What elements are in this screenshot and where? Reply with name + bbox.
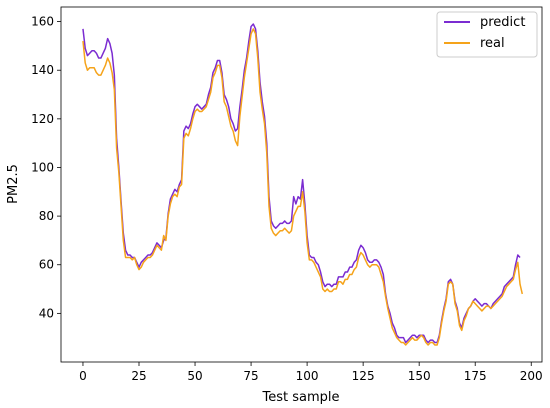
- x-tick-label: 150: [408, 369, 431, 383]
- x-tick-label: 125: [352, 369, 375, 383]
- x-axis-ticks: 0 25 50 75 100 125 150 175 200: [79, 362, 543, 383]
- x-tick-label: 75: [243, 369, 258, 383]
- x-tick-label: 175: [464, 369, 487, 383]
- x-tick-label: 25: [131, 369, 146, 383]
- y-tick-label: 120: [31, 112, 54, 126]
- legend-box: [436, 11, 538, 58]
- x-tick-label: 200: [520, 369, 543, 383]
- y-axis-label: PM2.5: [6, 164, 21, 204]
- x-axis-label: Test sample: [262, 390, 340, 405]
- x-tick-label: 100: [296, 369, 319, 383]
- y-axis-ticks: 40 60 80 100 120 140 160: [31, 15, 61, 320]
- x-tick-label: 50: [187, 369, 202, 383]
- series-line-real: [82, 28, 524, 346]
- legend-label-real: real: [480, 36, 505, 51]
- legend-label-predict: predict: [480, 15, 525, 30]
- y-tick-label: 140: [31, 63, 54, 77]
- y-tick-label: 40: [39, 306, 54, 320]
- y-tick-label: 60: [39, 258, 54, 272]
- y-tick-label: 100: [31, 160, 54, 174]
- x-tick-label: 0: [79, 369, 87, 383]
- plot-frame: [60, 6, 543, 363]
- y-tick-label: 160: [31, 15, 54, 29]
- series-layer: [82, 23, 524, 346]
- y-tick-label: 80: [39, 209, 54, 223]
- legend: predict real: [436, 11, 538, 58]
